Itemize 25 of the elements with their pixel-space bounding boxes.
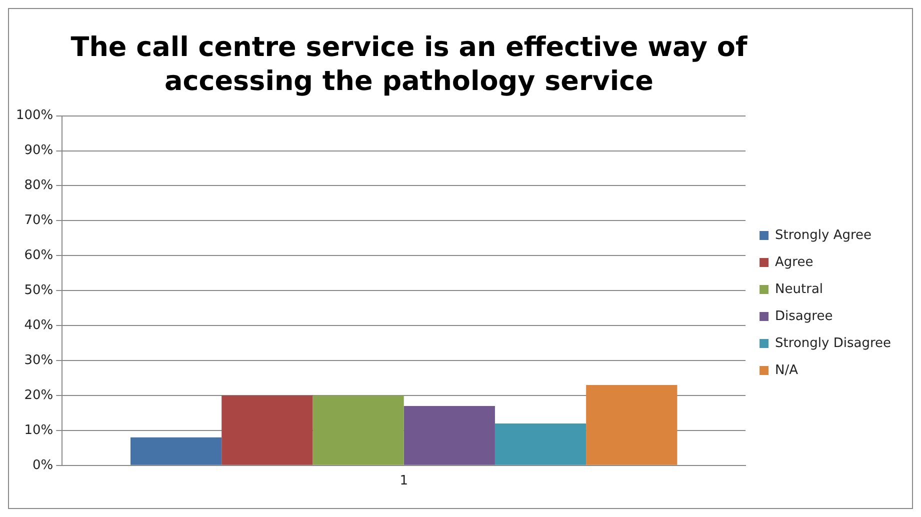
y-tick-label: 10% bbox=[24, 422, 54, 438]
y-tick-label: 20% bbox=[24, 388, 54, 403]
legend-label: Strongly Disagree bbox=[775, 336, 892, 351]
bar bbox=[404, 406, 495, 465]
y-tick-label: 60% bbox=[24, 248, 54, 264]
bar bbox=[130, 437, 222, 465]
legend-label: Neutral bbox=[775, 282, 824, 297]
y-tick-label: 0% bbox=[32, 458, 54, 473]
bar bbox=[494, 423, 586, 465]
x-tick-label: 1 bbox=[400, 474, 408, 489]
y-tick-label: 50% bbox=[24, 282, 54, 298]
legend-label: Agree bbox=[775, 254, 814, 270]
y-tick-label: 80% bbox=[24, 178, 54, 194]
y-tick-label: 100% bbox=[16, 108, 54, 124]
legend-label: Disagree bbox=[775, 308, 833, 324]
bar bbox=[312, 395, 404, 465]
legend-label: Strongly Agree bbox=[775, 228, 872, 243]
y-tick-label: 40% bbox=[24, 318, 54, 333]
legend-label: N/A bbox=[775, 362, 798, 378]
bar bbox=[586, 384, 678, 465]
bar bbox=[222, 395, 313, 465]
chart-title: The call centre service is an effective way of accessing the pathology service bbox=[70, 31, 748, 99]
y-tick-label: 30% bbox=[24, 352, 54, 368]
y-tick-label: 90% bbox=[24, 143, 54, 158]
y-tick-label: 70% bbox=[24, 213, 54, 228]
